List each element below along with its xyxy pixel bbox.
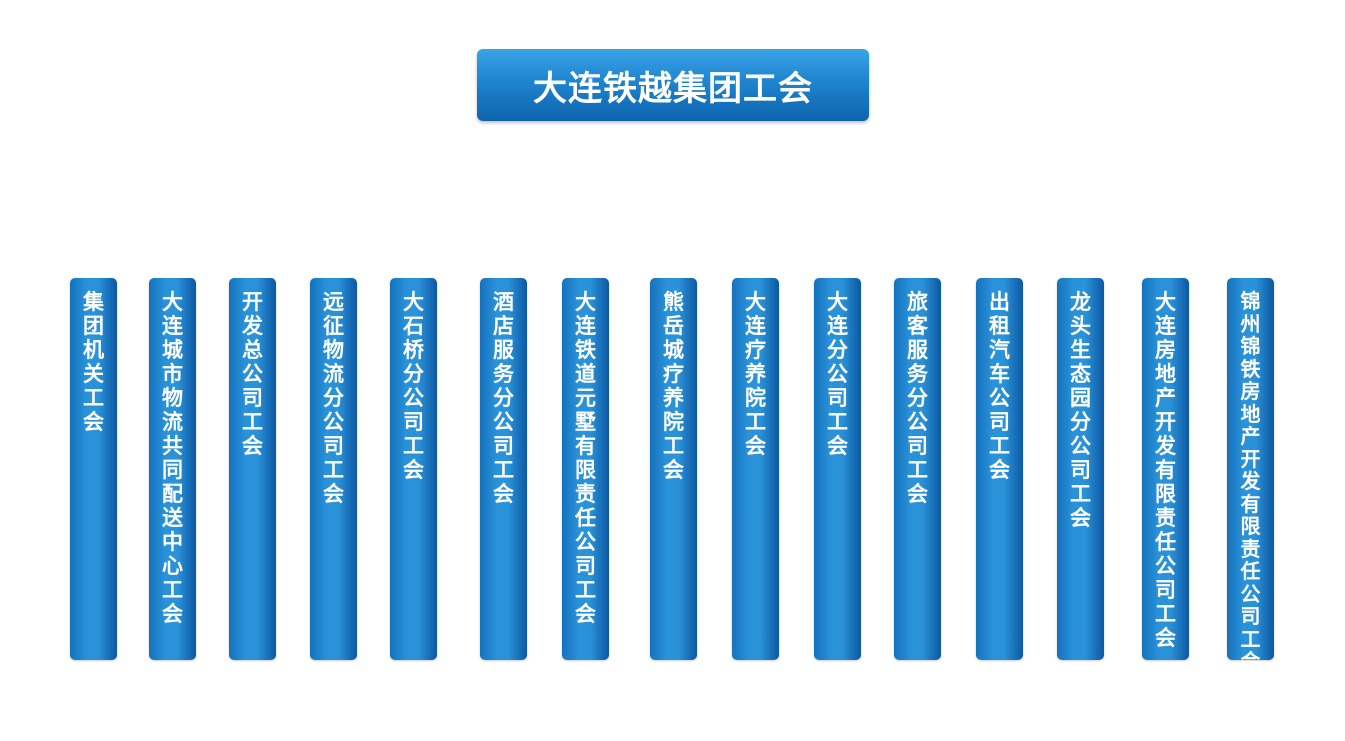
unit-label: 大连铁道元墅有限责任公司工会: [575, 290, 596, 626]
unit-label: 出租汽车公司工会: [989, 290, 1010, 482]
unit-box-15: 锦州锦铁房地产开发有限责任公司工会: [1227, 278, 1274, 672]
unit-label: 酒店服务分公司工会: [493, 290, 514, 506]
unit-box-7: 大连铁道元墅有限责任公司工会: [562, 278, 609, 660]
unit-box-5: 大石桥分公司工会: [390, 278, 437, 660]
unit-box-4: 远征物流分公司工会: [310, 278, 357, 660]
unit-label: 大连疗养院工会: [745, 290, 766, 458]
root-org-label: 大连铁越集团工会: [533, 68, 813, 109]
unit-box-10: 大连分公司工会: [814, 278, 861, 660]
unit-label: 大石桥分公司工会: [403, 290, 424, 482]
unit-label: 大连房地产开发有限责任公司工会: [1155, 290, 1176, 650]
root-org-box: 大连铁越集团工会: [477, 49, 869, 121]
unit-box-12: 出租汽车公司工会: [976, 278, 1023, 660]
unit-box-9: 大连疗养院工会: [732, 278, 779, 660]
unit-box-8: 熊岳城疗养院工会: [650, 278, 697, 660]
unit-label: 锦州锦铁房地产开发有限责任公司工会: [1240, 289, 1261, 673]
unit-label: 大连城市物流共同配送中心工会: [162, 290, 183, 626]
unit-box-1: 集团机关工会: [70, 278, 117, 660]
unit-box-11: 旅客服务分公司工会: [894, 278, 941, 660]
unit-box-13: 龙头生态园分公司工会: [1057, 278, 1104, 660]
unit-label: 旅客服务分公司工会: [907, 290, 928, 506]
unit-label: 大连分公司工会: [827, 290, 848, 458]
unit-box-14: 大连房地产开发有限责任公司工会: [1142, 278, 1189, 660]
unit-label: 开发总公司工会: [242, 290, 263, 458]
unit-label: 熊岳城疗养院工会: [663, 290, 684, 482]
unit-box-2: 大连城市物流共同配送中心工会: [149, 278, 196, 660]
unit-box-3: 开发总公司工会: [229, 278, 276, 660]
unit-box-6: 酒店服务分公司工会: [480, 278, 527, 660]
unit-label: 集团机关工会: [83, 290, 104, 434]
unit-label: 龙头生态园分公司工会: [1070, 290, 1091, 530]
unit-label: 远征物流分公司工会: [323, 290, 344, 506]
